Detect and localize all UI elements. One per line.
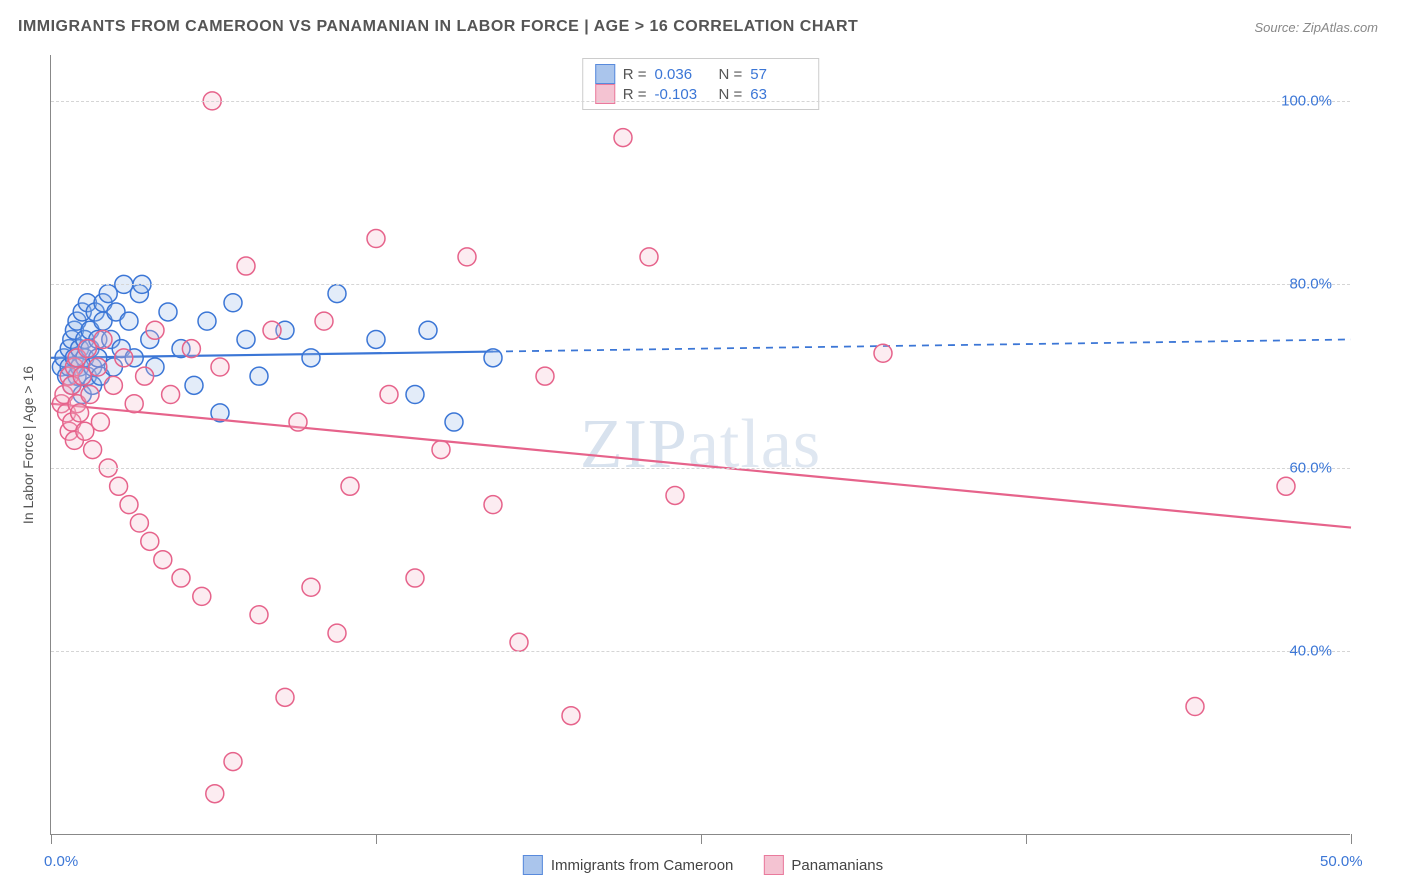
gridline-h bbox=[51, 651, 1350, 652]
x-tick bbox=[701, 834, 702, 844]
data-point bbox=[110, 477, 128, 495]
data-point bbox=[536, 367, 554, 385]
data-point bbox=[237, 330, 255, 348]
data-point bbox=[159, 303, 177, 321]
data-point bbox=[484, 349, 502, 367]
data-point bbox=[224, 753, 242, 771]
data-point bbox=[380, 386, 398, 404]
data-point bbox=[185, 376, 203, 394]
n-value-1: 57 bbox=[750, 66, 806, 83]
data-point bbox=[367, 330, 385, 348]
data-point bbox=[406, 569, 424, 587]
data-point bbox=[419, 321, 437, 339]
data-point bbox=[130, 514, 148, 532]
y-tick-label: 40.0% bbox=[1289, 643, 1332, 660]
data-point bbox=[302, 578, 320, 596]
data-point bbox=[250, 606, 268, 624]
data-point bbox=[182, 340, 200, 358]
gridline-h bbox=[51, 101, 1350, 102]
data-point bbox=[510, 633, 528, 651]
data-point bbox=[136, 367, 154, 385]
legend-row-1: R = 0.036 N = 57 bbox=[595, 64, 807, 84]
data-point bbox=[104, 376, 122, 394]
swatch-bottom-1 bbox=[523, 855, 543, 875]
y-axis-label: In Labor Force | Age > 16 bbox=[20, 366, 36, 524]
legend-item-2: Panamanians bbox=[763, 855, 883, 875]
chart-container: IMMIGRANTS FROM CAMEROON VS PANAMANIAN I… bbox=[0, 0, 1406, 892]
trend-line-dashed bbox=[493, 339, 1351, 351]
x-tick bbox=[1351, 834, 1352, 844]
gridline-h bbox=[51, 284, 1350, 285]
data-point bbox=[71, 404, 89, 422]
data-point bbox=[81, 386, 99, 404]
data-point bbox=[484, 496, 502, 514]
legend-label-1: Immigrants from Cameroon bbox=[551, 857, 734, 874]
trend-line-solid bbox=[51, 404, 1351, 528]
data-point bbox=[263, 321, 281, 339]
x-tick bbox=[376, 834, 377, 844]
data-point bbox=[211, 358, 229, 376]
x-tick-label-max: 50.0% bbox=[1320, 853, 1363, 870]
data-point bbox=[458, 248, 476, 266]
data-point bbox=[874, 344, 892, 362]
data-point bbox=[193, 587, 211, 605]
data-point bbox=[1186, 698, 1204, 716]
data-point bbox=[115, 349, 133, 367]
data-point bbox=[94, 330, 112, 348]
data-point bbox=[198, 312, 216, 330]
data-point bbox=[367, 230, 385, 248]
r-value-1: 0.036 bbox=[655, 66, 711, 83]
data-point bbox=[276, 688, 294, 706]
y-tick-label: 100.0% bbox=[1281, 92, 1332, 109]
data-point bbox=[1277, 477, 1295, 495]
data-point bbox=[84, 441, 102, 459]
data-point bbox=[125, 395, 143, 413]
plot-area: ZIPatlas R = 0.036 N = 57 R = -0.103 N =… bbox=[50, 55, 1350, 835]
data-point bbox=[666, 486, 684, 504]
chart-source: Source: ZipAtlas.com bbox=[1254, 20, 1378, 35]
data-point bbox=[562, 707, 580, 725]
data-point bbox=[289, 413, 307, 431]
legend-label-2: Panamanians bbox=[791, 857, 883, 874]
data-point bbox=[141, 532, 159, 550]
x-tick bbox=[51, 834, 52, 844]
x-tick bbox=[1026, 834, 1027, 844]
series-legend: Immigrants from Cameroon Panamanians bbox=[523, 855, 883, 875]
data-point bbox=[172, 569, 190, 587]
data-point bbox=[206, 785, 224, 803]
data-point bbox=[154, 551, 172, 569]
chart-title: IMMIGRANTS FROM CAMEROON VS PANAMANIAN I… bbox=[18, 18, 858, 36]
data-point bbox=[328, 285, 346, 303]
data-point bbox=[250, 367, 268, 385]
y-tick-label: 80.0% bbox=[1289, 276, 1332, 293]
data-point bbox=[89, 358, 107, 376]
data-point bbox=[614, 129, 632, 147]
y-tick-label: 60.0% bbox=[1289, 459, 1332, 476]
data-point bbox=[406, 386, 424, 404]
plot-svg bbox=[51, 55, 1350, 834]
data-point bbox=[315, 312, 333, 330]
data-point bbox=[328, 624, 346, 642]
data-point bbox=[237, 257, 255, 275]
data-point bbox=[302, 349, 320, 367]
correlation-legend: R = 0.036 N = 57 R = -0.103 N = 63 bbox=[582, 58, 820, 110]
data-point bbox=[341, 477, 359, 495]
data-point bbox=[640, 248, 658, 266]
data-point bbox=[120, 312, 138, 330]
data-point bbox=[146, 321, 164, 339]
swatch-series-1 bbox=[595, 64, 615, 84]
legend-item-1: Immigrants from Cameroon bbox=[523, 855, 734, 875]
swatch-bottom-2 bbox=[763, 855, 783, 875]
data-point bbox=[432, 441, 450, 459]
data-point bbox=[445, 413, 463, 431]
gridline-h bbox=[51, 468, 1350, 469]
x-tick-label-min: 0.0% bbox=[44, 853, 78, 870]
data-point bbox=[120, 496, 138, 514]
data-point bbox=[224, 294, 242, 312]
data-point bbox=[162, 386, 180, 404]
data-point bbox=[91, 413, 109, 431]
